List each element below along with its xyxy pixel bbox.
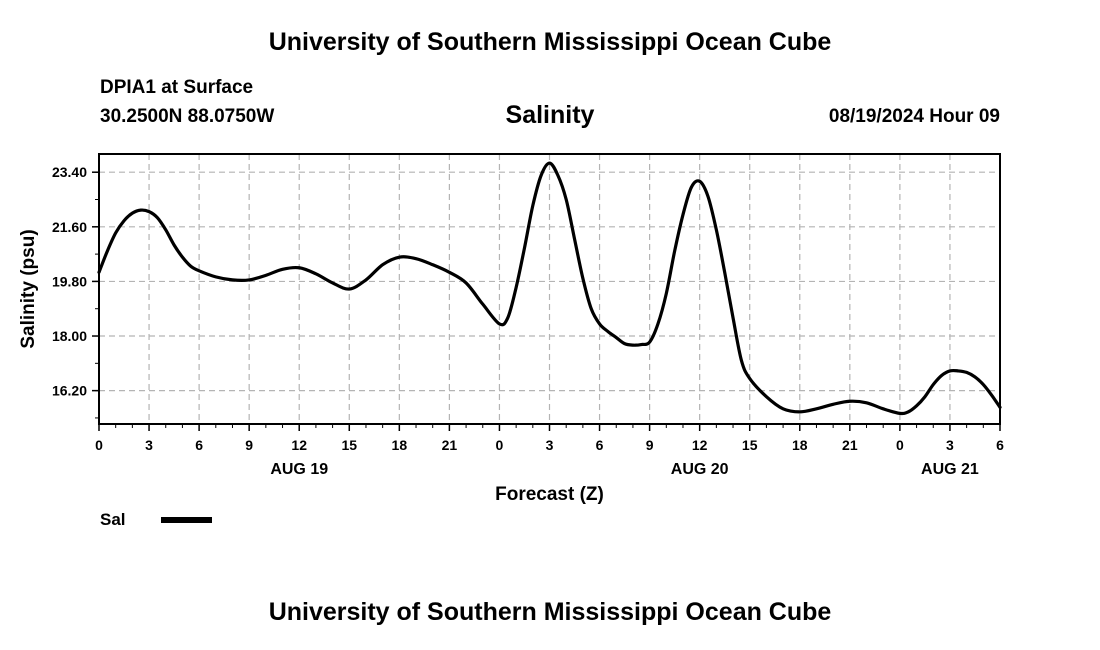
y-tick-label: 21.60 [52,219,87,235]
chart-title: Salinity [505,101,595,129]
x-axis-title: Forecast (Z) [495,484,604,505]
x-tick-label: 3 [145,437,153,453]
axis-labels: 0 3 6 9 12 15 18 21 0 3 6 9 12 15 18 21 0 3 6 16.20 18.00 19.… [18,164,1004,505]
x-tick-label: 15 [341,437,357,453]
x-tick-label: 0 [496,437,504,453]
y-tick-label: 16.20 [52,383,87,399]
x-tick-label: 6 [596,437,604,453]
x-tick-label: 0 [95,437,103,453]
date-label: AUG 21 [921,461,979,478]
legend-swatch [161,517,212,523]
y-tick-label: 19.80 [52,273,87,289]
y-axis-title: Salinity (psu) [18,229,39,348]
page-title: University of Southern Mississippi Ocean… [268,28,832,56]
x-tick-label: 3 [546,437,554,453]
x-tick-label: 6 [996,437,1004,453]
series-line-sal [97,161,1002,416]
x-tick-label: 12 [291,437,307,453]
legend-label: Sal [100,510,126,529]
forecast-datetime: 08/19/2024 Hour 09 [828,106,1000,127]
x-tick-label: 18 [392,437,408,453]
x-tick-label: 21 [442,437,458,453]
x-tick-label: 6 [195,437,203,453]
x-tick-label: 3 [946,437,954,453]
y-tick-label: 23.40 [52,164,87,180]
x-tick-label: 21 [842,437,858,453]
x-tick-label: 18 [792,437,808,453]
x-tick-label: 12 [692,437,708,453]
axis-ticks [92,171,1001,431]
date-label: AUG 20 [671,461,729,478]
x-tick-label: 0 [896,437,904,453]
station-coordinates: 30.2500N 88.0750W [100,106,275,127]
station-label: DPIA1 at Surface [100,77,254,98]
date-label: AUG 19 [270,461,328,478]
x-tick-label: 9 [646,437,654,453]
x-tick-label: 15 [742,437,758,453]
y-tick-label: 18.00 [52,328,87,344]
grid-lines [99,154,1000,424]
x-tick-label: 9 [245,437,253,453]
series-layer [97,161,1002,416]
footer-title: University of Southern Mississippi Ocean… [268,598,832,626]
